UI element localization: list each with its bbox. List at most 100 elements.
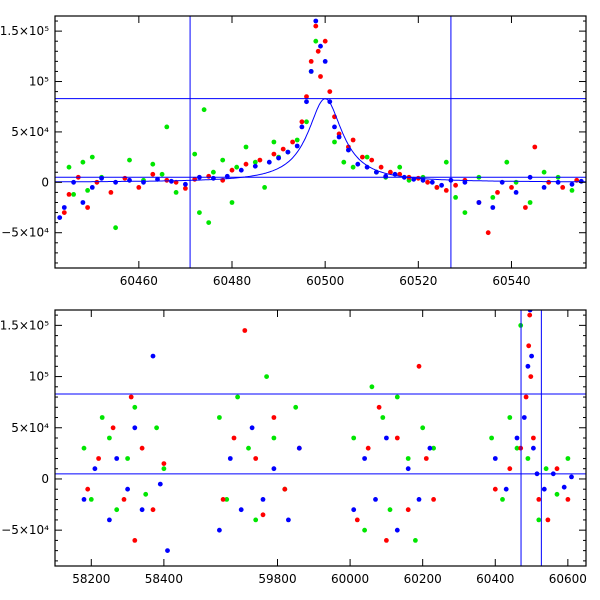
data-point-red-19 [280, 146, 286, 152]
data-point-green-24 [271, 139, 277, 145]
data-point-blue-44 [490, 205, 496, 210]
data-point-green-3 [107, 435, 112, 441]
data-point-green-10 [217, 415, 222, 420]
data-point-red-52 [560, 185, 566, 190]
data-point-red-32 [350, 137, 356, 143]
data-point-red-0 [61, 210, 67, 216]
data-point-green-29 [489, 435, 494, 441]
data-point-blue-50 [569, 181, 575, 187]
data-point-red-10 [231, 435, 237, 441]
data-point-red-34 [536, 497, 542, 502]
y-tick-label: 1.5×10⁵ [0, 24, 49, 38]
data-point-green-1 [88, 497, 94, 502]
data-point-red-11 [242, 328, 248, 333]
x-tick-label: 58200 [72, 572, 110, 586]
data-point-green-1 [71, 192, 76, 197]
data-point-blue-25 [427, 445, 433, 451]
data-point-red-23 [416, 363, 422, 369]
data-point-blue-18 [351, 507, 357, 513]
data-point-green-37 [554, 491, 560, 497]
data-point-red-15 [229, 167, 235, 173]
data-point-green-12 [173, 190, 179, 195]
data-point-green-20 [234, 164, 240, 170]
x-tick-label: 60400 [476, 572, 514, 586]
data-point-green-51 [569, 188, 575, 193]
data-point-blue-40 [439, 182, 444, 188]
data-point-blue-5 [99, 175, 104, 181]
data-point-blue-14 [224, 173, 230, 179]
data-point-red-2 [110, 425, 116, 431]
data-point-blue-32 [529, 353, 534, 359]
data-point-green-11 [224, 497, 230, 502]
data-point-red-19 [376, 404, 382, 410]
data-point-green-38 [565, 456, 571, 461]
data-point-blue-19 [285, 149, 291, 155]
data-point-blue-6 [113, 179, 118, 185]
data-point-blue-49 [555, 179, 561, 185]
x-tick-label: 59800 [258, 572, 296, 586]
data-point-blue-10 [217, 527, 222, 533]
data-point-red-32 [528, 374, 534, 379]
data-point-green-45 [490, 195, 496, 200]
data-point-blue-24 [313, 18, 319, 24]
y-tick-label: 5×10⁴ [11, 125, 49, 139]
data-point-blue-4 [125, 486, 130, 492]
x-tick-label: 60200 [404, 572, 442, 586]
data-point-green-32 [341, 159, 347, 165]
data-point-blue-46 [513, 190, 519, 195]
data-point-blue-4 [89, 185, 95, 190]
x-tick-label: 60540 [492, 274, 530, 288]
data-point-red-27 [507, 466, 513, 472]
data-point-blue-22 [394, 527, 400, 533]
data-point-green-23 [262, 185, 267, 190]
data-point-blue-8 [141, 179, 146, 185]
data-point-green-13 [246, 445, 251, 451]
data-point-blue-3 [80, 200, 86, 205]
data-point-red-3 [85, 205, 90, 210]
data-point-green-19 [229, 200, 235, 205]
data-point-red-24 [423, 456, 429, 461]
data-point-green-7 [143, 491, 149, 497]
data-point-green-41 [443, 159, 449, 165]
data-point-blue-23 [405, 466, 411, 472]
data-point-blue-23 [308, 69, 314, 74]
data-point-green-37 [397, 164, 403, 170]
data-point-red-15 [282, 486, 288, 492]
data-point-blue-5 [132, 425, 138, 431]
data-point-green-32 [514, 445, 520, 451]
data-point-green-15 [201, 107, 207, 113]
data-point-green-34 [364, 154, 370, 160]
data-point-red-51 [546, 179, 552, 185]
y-tick-label: −5×10⁴ [1, 226, 49, 240]
data-point-green-22 [380, 415, 386, 420]
data-point-green-16 [271, 435, 277, 441]
data-point-red-26 [492, 486, 498, 492]
data-point-red-13 [206, 173, 212, 179]
data-point-red-36 [388, 169, 393, 175]
data-point-red-6 [139, 445, 145, 451]
data-point-blue-42 [462, 179, 468, 185]
data-point-blue-28 [514, 435, 520, 441]
data-point-green-26 [413, 538, 418, 543]
data-point-green-49 [541, 169, 547, 175]
data-point-red-6 [122, 175, 128, 181]
data-point-green-35 [536, 517, 542, 523]
data-point-green-18 [293, 404, 299, 410]
data-point-red-17 [354, 517, 360, 523]
data-point-green-18 [220, 157, 226, 163]
data-point-green-10 [159, 171, 165, 177]
data-point-blue-29 [521, 415, 527, 420]
data-point-red-9 [220, 497, 226, 502]
model-curve [55, 98, 586, 183]
data-point-green-2 [99, 415, 105, 420]
data-point-green-9 [150, 161, 156, 167]
data-point-green-43 [462, 210, 468, 216]
data-point-red-1 [66, 192, 72, 197]
data-point-blue-16 [252, 163, 258, 169]
data-point-green-31 [507, 415, 513, 420]
x-tick-label: 60000 [331, 572, 369, 586]
data-point-blue-31 [355, 161, 361, 167]
data-point-red-41 [434, 185, 440, 190]
x-tick-label: 60500 [306, 274, 344, 288]
data-point-green-33 [350, 164, 356, 170]
